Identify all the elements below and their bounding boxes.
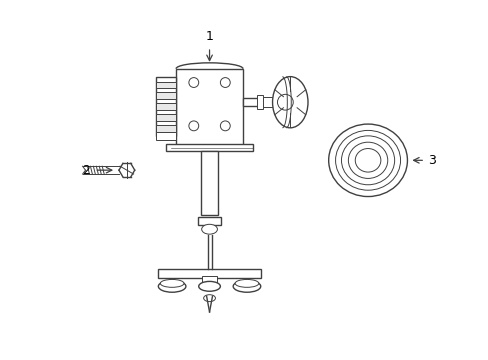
Bar	[176, 69, 243, 145]
Circle shape	[220, 78, 230, 87]
Bar	[201, 276, 217, 288]
Ellipse shape	[341, 136, 394, 185]
Ellipse shape	[201, 224, 217, 234]
Bar	[156, 132, 176, 140]
Ellipse shape	[198, 282, 220, 291]
Bar	[156, 114, 176, 121]
Circle shape	[277, 94, 293, 110]
Bar	[166, 144, 252, 152]
Bar	[256, 95, 262, 109]
Circle shape	[188, 78, 198, 87]
Circle shape	[188, 121, 198, 131]
Ellipse shape	[203, 295, 215, 302]
Bar	[197, 217, 221, 225]
Bar	[156, 125, 176, 132]
Ellipse shape	[355, 149, 380, 172]
Text: 2: 2	[82, 164, 90, 177]
Bar	[156, 77, 176, 136]
Bar	[156, 103, 176, 110]
Circle shape	[220, 121, 230, 131]
Ellipse shape	[347, 142, 387, 179]
Ellipse shape	[235, 279, 258, 287]
Bar	[200, 152, 218, 215]
Ellipse shape	[233, 280, 260, 292]
Ellipse shape	[272, 77, 307, 128]
Bar	[243, 98, 260, 106]
Text: 1: 1	[205, 30, 213, 43]
Bar	[262, 97, 274, 107]
Bar	[156, 82, 176, 89]
Bar	[158, 269, 260, 278]
Text: 3: 3	[427, 154, 435, 167]
Ellipse shape	[158, 280, 185, 292]
Ellipse shape	[160, 279, 183, 287]
Bar	[156, 93, 176, 99]
Ellipse shape	[328, 124, 407, 197]
Ellipse shape	[335, 130, 400, 190]
